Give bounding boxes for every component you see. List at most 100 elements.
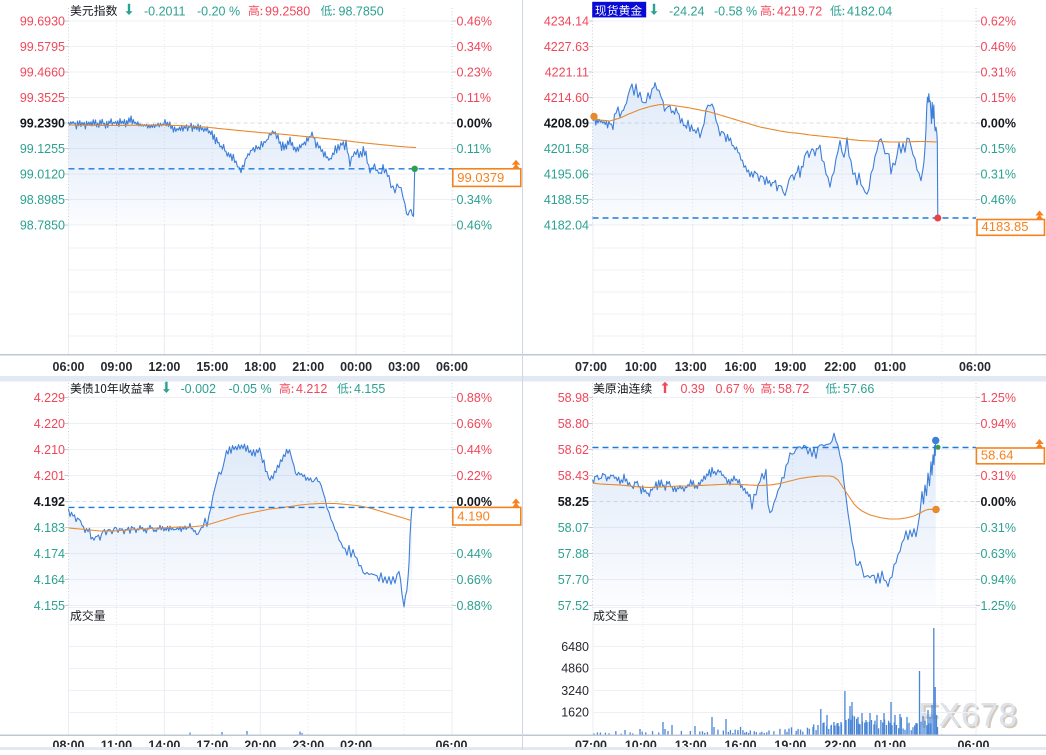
svg-text:0.63%: 0.63%: [981, 547, 1016, 561]
svg-text:99.1255: 99.1255: [20, 142, 65, 156]
svg-text:0.22%: 0.22%: [457, 469, 492, 483]
svg-text:0.66%: 0.66%: [457, 417, 492, 431]
svg-text:1.25%: 1.25%: [981, 599, 1016, 613]
svg-text:0.44%: 0.44%: [457, 547, 492, 561]
svg-text:0.88%: 0.88%: [457, 391, 492, 405]
svg-text:19:00: 19:00: [774, 360, 806, 374]
svg-text:57.70: 57.70: [558, 573, 589, 587]
svg-text:0.39: 0.39: [681, 382, 705, 396]
svg-text:4.210: 4.210: [34, 443, 65, 457]
svg-text:16:00: 16:00: [725, 360, 757, 374]
svg-text:0.34%: 0.34%: [457, 40, 492, 54]
svg-text:4.192: 4.192: [34, 495, 65, 509]
svg-text:58.25: 58.25: [558, 495, 589, 509]
svg-text:06:00: 06:00: [53, 360, 85, 374]
svg-text:1.25%: 1.25%: [981, 391, 1016, 405]
svg-text:07:00: 07:00: [575, 360, 607, 374]
svg-text:01:00: 01:00: [874, 360, 906, 374]
svg-text:4234.14: 4234.14: [544, 14, 589, 28]
svg-text:0.67 %: 0.67 %: [716, 382, 755, 396]
svg-text:-0.58 %: -0.58 %: [714, 4, 757, 18]
svg-text:57.52: 57.52: [558, 599, 589, 613]
svg-text:4221.11: 4221.11: [545, 65, 589, 79]
svg-text:58.72: 58.72: [778, 382, 809, 396]
svg-text:4182.04: 4182.04: [847, 4, 892, 18]
svg-text:57.88: 57.88: [558, 547, 589, 561]
svg-text:4.155: 4.155: [354, 382, 385, 396]
svg-text:4860: 4860: [561, 662, 589, 676]
svg-text:58.62: 58.62: [558, 443, 589, 457]
svg-text:0.00%: 0.00%: [981, 495, 1016, 509]
svg-text:0.00%: 0.00%: [981, 116, 1016, 130]
svg-text:99.4660: 99.4660: [20, 65, 65, 79]
svg-text:0.44%: 0.44%: [457, 443, 492, 457]
svg-text:0.31%: 0.31%: [981, 469, 1016, 483]
svg-text:0.11%: 0.11%: [457, 142, 492, 156]
svg-text:0.94%: 0.94%: [981, 573, 1016, 587]
svg-text:09:00: 09:00: [100, 360, 132, 374]
svg-text:4201.58: 4201.58: [544, 142, 589, 156]
svg-text:4227.63: 4227.63: [544, 40, 589, 54]
svg-text:0.00%: 0.00%: [457, 495, 492, 509]
svg-text:99.2390: 99.2390: [20, 116, 65, 130]
svg-text:0.31%: 0.31%: [981, 65, 1016, 79]
svg-text:-0.20 %: -0.20 %: [197, 4, 240, 18]
svg-text:4208.09: 4208.09: [544, 116, 589, 130]
svg-text:03:00: 03:00: [388, 360, 420, 374]
svg-text:-0.05 %: -0.05 %: [229, 382, 272, 396]
svg-text:0.15%: 0.15%: [981, 91, 1016, 105]
svg-text:1620: 1620: [561, 706, 589, 720]
svg-text:21:00: 21:00: [292, 360, 324, 374]
svg-text:99.0379: 99.0379: [457, 170, 504, 185]
svg-text:0.46%: 0.46%: [457, 14, 492, 28]
svg-text:58.80: 58.80: [558, 417, 589, 431]
svg-text:98.7850: 98.7850: [339, 4, 384, 18]
svg-text:0.46%: 0.46%: [457, 218, 492, 232]
svg-text:4195.06: 4195.06: [544, 167, 589, 181]
svg-text:18:00: 18:00: [244, 360, 276, 374]
svg-text:0.66%: 0.66%: [457, 573, 492, 587]
svg-text:12:00: 12:00: [148, 360, 180, 374]
svg-text:0.62%: 0.62%: [981, 14, 1016, 28]
svg-text:10:00: 10:00: [625, 360, 657, 374]
svg-text:13:00: 13:00: [675, 360, 707, 374]
svg-text:0.00%: 0.00%: [457, 116, 492, 130]
svg-text:4214.60: 4214.60: [544, 91, 589, 105]
svg-text:4.174: 4.174: [34, 547, 65, 561]
svg-text:57.66: 57.66: [843, 382, 874, 396]
svg-text:-0.2011: -0.2011: [144, 4, 186, 18]
svg-text:99.5795: 99.5795: [20, 40, 65, 54]
svg-text:4219.72: 4219.72: [777, 4, 822, 18]
svg-text:99.6930: 99.6930: [20, 14, 65, 28]
svg-text:4.229: 4.229: [34, 391, 65, 405]
svg-text:4182.04: 4182.04: [544, 218, 589, 232]
svg-text:0.94%: 0.94%: [981, 417, 1016, 431]
svg-text:4188.55: 4188.55: [544, 193, 589, 207]
svg-text:4.190: 4.190: [457, 509, 490, 524]
svg-text:06:00: 06:00: [436, 360, 468, 374]
svg-text:FX678: FX678: [918, 696, 1017, 733]
svg-text:4183.85: 4183.85: [982, 219, 1029, 234]
svg-text:22:00: 22:00: [824, 360, 856, 374]
svg-text:98.8985: 98.8985: [20, 193, 65, 207]
svg-text:4.155: 4.155: [34, 599, 65, 613]
svg-text:0.46%: 0.46%: [981, 40, 1016, 54]
svg-text:98.7850: 98.7850: [20, 218, 65, 232]
svg-text:99.3525: 99.3525: [20, 91, 65, 105]
svg-text:15:00: 15:00: [196, 360, 228, 374]
svg-text:58.98: 58.98: [558, 391, 589, 405]
svg-text:4.183: 4.183: [34, 521, 65, 535]
svg-text:6480: 6480: [561, 640, 589, 654]
svg-text:-0.002: -0.002: [181, 382, 216, 396]
svg-text:0.31%: 0.31%: [981, 521, 1016, 535]
svg-text:0.88%: 0.88%: [457, 599, 492, 613]
svg-text:0.34%: 0.34%: [457, 193, 492, 207]
svg-text:0.46%: 0.46%: [981, 193, 1016, 207]
svg-text:4.212: 4.212: [296, 382, 327, 396]
svg-text:0.15%: 0.15%: [981, 142, 1016, 156]
svg-text:99.2580: 99.2580: [265, 4, 310, 18]
svg-text:0.31%: 0.31%: [981, 167, 1016, 181]
svg-text:4.220: 4.220: [34, 417, 65, 431]
svg-text:4.164: 4.164: [34, 573, 65, 587]
svg-text:0.11%: 0.11%: [457, 91, 492, 105]
